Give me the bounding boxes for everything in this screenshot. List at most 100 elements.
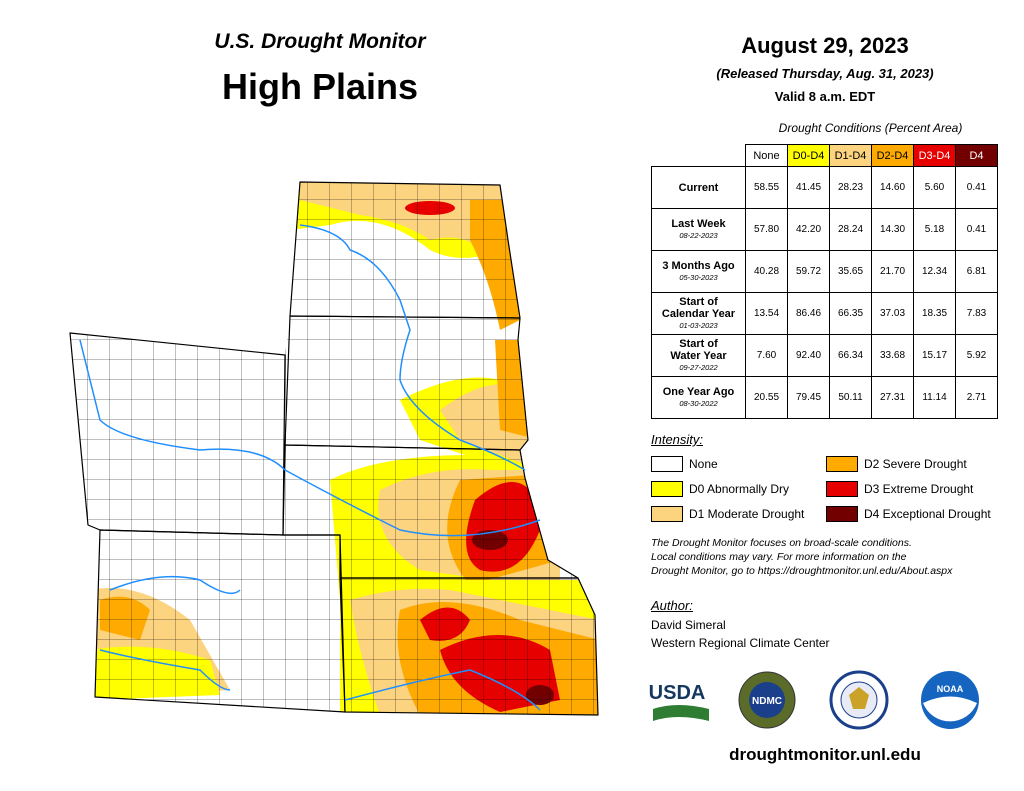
table-cell: 6.81 xyxy=(955,250,998,293)
noaa-wave xyxy=(923,696,977,722)
table-cell: 5.92 xyxy=(955,334,998,377)
legend-label: D0 Abnormally Dry xyxy=(689,482,790,496)
legend-label: None xyxy=(689,457,718,471)
row-date: 08-22-2023 xyxy=(679,230,718,240)
table-cell: 28.24 xyxy=(829,208,872,251)
row-label-line: Current xyxy=(678,181,719,194)
legend-label: D2 Severe Drought xyxy=(864,457,967,471)
column-header: D0-D4 xyxy=(787,144,830,167)
table-cell: 35.65 xyxy=(829,250,872,293)
row-label-line: Start of xyxy=(679,337,718,350)
legend-swatch xyxy=(826,481,858,497)
table-row: Last Week 08-22-2023 57.80 42.20 28.24 14.30 5… xyxy=(651,208,998,251)
table-row: Start of Calendar Year 01-03-2023 13.54 86.4… xyxy=(651,292,998,335)
ndmc-center xyxy=(749,682,785,718)
drought-areas xyxy=(70,182,598,715)
table-cell: 20.55 xyxy=(745,376,788,419)
table-cell: 86.46 xyxy=(787,292,830,335)
legend-swatch xyxy=(651,456,683,472)
column-header: D2-D4 xyxy=(871,144,914,167)
legend-item: D2 Severe Drought xyxy=(826,456,967,472)
author-title: Author: xyxy=(651,598,693,613)
row-date: 09-27-2022 xyxy=(679,362,718,372)
row-date: 08-30-2022 xyxy=(679,398,718,408)
legend-swatch xyxy=(826,456,858,472)
table-cell: 7.83 xyxy=(955,292,998,335)
ndmc-logo: NDMC xyxy=(752,696,782,707)
legend-item: D4 Exceptional Drought xyxy=(826,506,991,522)
row-label-line: One Year Ago xyxy=(662,385,735,398)
release-date: (Released Thursday, Aug. 31, 2023) xyxy=(716,66,934,81)
legend-label: D4 Exceptional Drought xyxy=(864,507,991,521)
table-cell: 5.60 xyxy=(913,166,956,209)
table-cell: 12.34 xyxy=(913,250,956,293)
state-borders xyxy=(69,181,599,716)
rivers xyxy=(79,224,541,711)
valid-time: Valid 8 a.m. EDT xyxy=(774,89,876,104)
table-cell: 18.35 xyxy=(913,292,956,335)
title-series: U.S. Drought Monitor xyxy=(214,30,426,53)
table-cell: 66.34 xyxy=(829,334,872,377)
table-cell: 14.30 xyxy=(871,208,914,251)
table-cell: 28.23 xyxy=(829,166,872,209)
row-label: Last Week 08-22-2023 xyxy=(651,208,746,251)
table-cell: 79.45 xyxy=(787,376,830,419)
usda-swoosh xyxy=(653,705,709,721)
note-line: The Drought Monitor focuses on broad-sca… xyxy=(651,537,912,549)
legend-title: Intensity: xyxy=(651,432,704,447)
map xyxy=(69,181,599,716)
table-cell: 58.55 xyxy=(745,166,788,209)
table-cell: 7.60 xyxy=(745,334,788,377)
table-cell: 50.11 xyxy=(829,376,872,419)
table-cell: 0.41 xyxy=(955,208,998,251)
row-label: Start of Water Year 09-27-2022 xyxy=(651,334,746,377)
row-date: 01-03-2023 xyxy=(679,320,718,330)
row-label: Current xyxy=(651,166,746,209)
legend-label: D3 Extreme Drought xyxy=(864,482,974,496)
row-label-line: 3 Months Ago xyxy=(662,259,735,272)
column-header: D4 xyxy=(955,144,998,167)
table-cell: 66.35 xyxy=(829,292,872,335)
row-label-line: Last Week xyxy=(671,217,726,230)
note-line: Local conditions may vary. For more info… xyxy=(651,551,907,563)
row-label: 3 Months Ago 05-30-2023 xyxy=(651,250,746,293)
legend-item: D0 Abnormally Dry xyxy=(651,481,789,497)
noaa-logo: NOAA xyxy=(937,684,964,694)
legend-item: D1 Moderate Drought xyxy=(651,506,804,522)
table-cell: 42.20 xyxy=(787,208,830,251)
website-url: droughtmonitor.unl.edu xyxy=(729,745,921,764)
table-caption: Drought Conditions (Percent Area) xyxy=(778,121,963,135)
author-name: David Simeral xyxy=(651,618,726,632)
row-label-line: Water Year xyxy=(670,349,727,362)
doc-eagle xyxy=(849,687,869,709)
row-label-line: Start of xyxy=(679,295,718,308)
table-cell: 13.54 xyxy=(745,292,788,335)
table-cell: 21.70 xyxy=(871,250,914,293)
legend-swatch xyxy=(651,506,683,522)
legend-item: D3 Extreme Drought xyxy=(826,481,973,497)
table-cell: 15.17 xyxy=(913,334,956,377)
table-cell: 11.14 xyxy=(913,376,956,419)
table-cell: 14.60 xyxy=(871,166,914,209)
table-cell: 0.41 xyxy=(955,166,998,209)
legend-swatch xyxy=(826,506,858,522)
row-date: 05-30-2023 xyxy=(679,272,718,282)
row-label-line: Calendar Year xyxy=(661,307,736,320)
table-cell: 37.03 xyxy=(871,292,914,335)
row-label: One Year Ago 08-30-2022 xyxy=(651,376,746,419)
conditions-table: None D0-D4 D1-D4 D2-D4 D3-D4 D4 Current 58.55 4… xyxy=(651,144,998,419)
map-date: August 29, 2023 xyxy=(741,33,909,58)
table-cell: 5.18 xyxy=(913,208,956,251)
usda-logo: USDA xyxy=(649,682,706,704)
table-cell: 40.28 xyxy=(745,250,788,293)
logos: USDA NDMC NOAA xyxy=(649,670,979,730)
table-cell: 57.80 xyxy=(745,208,788,251)
table-cell: 92.40 xyxy=(787,334,830,377)
row-label: Start of Calendar Year 01-03-2023 xyxy=(651,292,746,335)
table-cell: 41.45 xyxy=(787,166,830,209)
legend-swatch xyxy=(651,481,683,497)
table-cell: 33.68 xyxy=(871,334,914,377)
table-row: One Year Ago 08-30-2022 20.55 79.45 50.11 27.… xyxy=(651,376,998,419)
table-row: Current 58.55 41.45 28.23 14.60 5.60 0.41 xyxy=(651,166,998,209)
